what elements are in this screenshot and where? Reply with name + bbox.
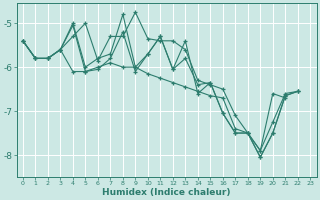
X-axis label: Humidex (Indice chaleur): Humidex (Indice chaleur) <box>102 188 231 197</box>
